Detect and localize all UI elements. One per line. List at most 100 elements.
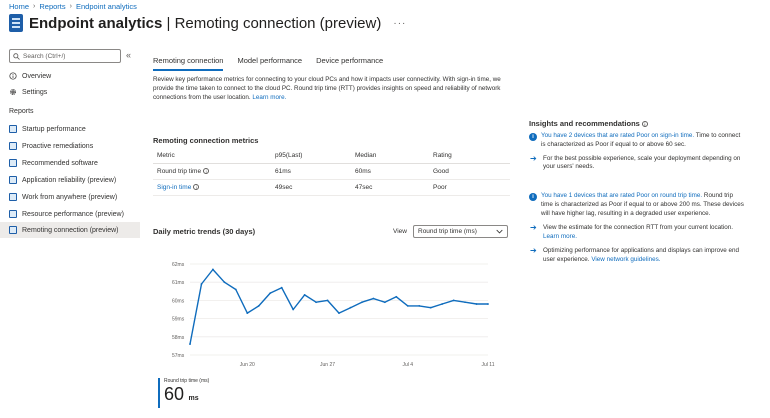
data-point[interactable] xyxy=(315,301,317,304)
data-point[interactable] xyxy=(395,295,398,298)
rtt-trend-chart: 62ms 61ms 60ms 59ms 58ms 57ms Jun 20 Jun 27 Jul … xyxy=(172,262,495,368)
reports-section-label: Reports xyxy=(9,108,34,115)
data-point[interactable] xyxy=(326,299,329,302)
view-dropdown[interactable]: Round trip time (ms) xyxy=(413,225,508,238)
data-point[interactable] xyxy=(223,281,226,284)
arrow-right-icon: ➔ xyxy=(530,223,537,233)
y-tick-label: 58ms xyxy=(172,335,185,341)
chevron-down-icon xyxy=(496,229,503,234)
sidebar-item-application-reliability[interactable]: Application reliability (preview) xyxy=(0,172,140,188)
info-icon[interactable]: i xyxy=(641,121,648,128)
y-tick-label: 57ms xyxy=(172,353,185,359)
search-input[interactable] xyxy=(23,52,113,60)
info-icon xyxy=(9,72,17,80)
chevron-right-icon: › xyxy=(33,3,36,10)
info-icon[interactable]: i xyxy=(193,183,200,190)
network-guidelines-link[interactable]: View network guidelines. xyxy=(591,255,661,263)
page-title: Endpoint analytics | Remoting connection… xyxy=(29,14,382,32)
median-cell: 47sec xyxy=(351,179,429,196)
report-tabs: Remoting connection Model performance De… xyxy=(153,56,383,71)
breadcrumb: Home › Reports › Endpoint analytics xyxy=(9,2,137,11)
data-point[interactable] xyxy=(464,301,466,304)
data-point[interactable] xyxy=(257,304,260,307)
table-row: Round trip time i 61ms 60ms Good xyxy=(153,163,510,180)
y-tick-label: 61ms xyxy=(172,280,185,286)
sidebar-item-proactive-remediations[interactable]: Proactive remediations xyxy=(0,138,140,154)
search-box[interactable] xyxy=(9,49,121,63)
sidebar-item-resource-performance[interactable]: Resource performance (preview) xyxy=(0,206,140,222)
data-point[interactable] xyxy=(338,312,340,315)
search-icon xyxy=(13,52,20,60)
data-point[interactable] xyxy=(429,306,432,309)
sidebar-item-recommended-software[interactable]: Recommended software xyxy=(0,155,140,171)
data-point[interactable] xyxy=(234,288,237,291)
insight-card: i You have 1 devices that are rated Poor… xyxy=(529,192,744,263)
data-point[interactable] xyxy=(269,292,272,295)
report-icon xyxy=(9,125,17,133)
collapse-sidebar-button[interactable]: « xyxy=(126,50,132,60)
data-point[interactable] xyxy=(361,301,363,304)
sidebar: « Overview Settings Reports Startup perf… xyxy=(0,44,140,418)
sidebar-item-remoting-connection[interactable]: Remoting connection (preview) xyxy=(0,222,140,238)
report-icon xyxy=(9,226,17,234)
report-icon xyxy=(9,176,17,184)
table-row: Sign-in time i 49sec 47sec Poor xyxy=(153,179,510,196)
column-header: Metric xyxy=(153,148,271,164)
rating-cell: Poor xyxy=(429,179,510,196)
tab-remoting-connection[interactable]: Remoting connection xyxy=(153,56,224,71)
sidebar-item-startup-performance[interactable]: Startup performance xyxy=(0,121,140,137)
column-header: p95(Last) xyxy=(271,148,351,164)
sidebar-item-overview[interactable]: Overview xyxy=(0,68,140,84)
sign-in-time-link[interactable]: Sign-in time xyxy=(157,183,192,191)
series-line xyxy=(189,268,488,345)
y-tick-label: 59ms xyxy=(172,317,185,323)
insight-link[interactable]: You have 2 devices that are rated Poor o… xyxy=(541,132,695,139)
data-point[interactable] xyxy=(418,304,421,307)
report-icon xyxy=(9,193,17,201)
data-point[interactable] xyxy=(200,283,203,285)
recommendation: ➔ View the estimate for the connection R… xyxy=(530,223,734,241)
x-tick-label: Jun 27 xyxy=(320,362,335,368)
report-description: Review key performance metrics for conne… xyxy=(153,76,501,102)
sidebar-item-label: Proactive remediations xyxy=(22,142,94,150)
info-icon[interactable]: i xyxy=(203,167,210,174)
insight-link[interactable]: You have 1 devices that are rated Poor o… xyxy=(541,192,703,199)
info-icon: i xyxy=(529,133,537,141)
sidebar-item-label: Work from anywhere (preview) xyxy=(22,193,118,201)
info-icon: i xyxy=(529,193,537,201)
page-header: Endpoint analytics | Remoting connection… xyxy=(9,14,406,32)
sidebar-item-label: Startup performance xyxy=(22,125,86,133)
breadcrumb-reports[interactable]: Reports xyxy=(39,2,66,11)
data-point[interactable] xyxy=(246,312,249,315)
trends-title: Daily metric trends (30 days) xyxy=(153,227,256,236)
sidebar-item-settings[interactable]: Settings xyxy=(0,84,140,100)
data-point[interactable] xyxy=(189,343,191,345)
data-point[interactable] xyxy=(303,294,306,296)
table-header-row: Metric p95(Last) Median Rating xyxy=(153,148,510,164)
data-point[interactable] xyxy=(383,301,386,304)
data-point[interactable] xyxy=(452,299,455,302)
sidebar-item-work-from-anywhere[interactable]: Work from anywhere (preview) xyxy=(0,189,140,205)
sidebar-item-label: Settings xyxy=(22,88,48,96)
data-point[interactable] xyxy=(475,303,478,305)
tab-model-performance[interactable]: Model performance xyxy=(237,56,303,65)
median-cell: 60ms xyxy=(351,163,429,180)
tab-device-performance[interactable]: Device performance xyxy=(316,56,384,65)
rating-cell: Good xyxy=(429,163,510,180)
more-options-button[interactable]: ··· xyxy=(393,17,407,29)
data-point[interactable] xyxy=(349,306,352,309)
y-tick-label: 60ms xyxy=(172,298,185,304)
data-point[interactable] xyxy=(487,303,489,305)
data-point[interactable] xyxy=(280,286,283,289)
sidebar-item-label: Application reliability (preview) xyxy=(22,176,117,184)
x-tick-label: Jun 20 xyxy=(240,362,255,368)
learn-more-link[interactable]: Learn more. xyxy=(252,94,287,102)
breadcrumb-endpoint-analytics[interactable]: Endpoint analytics xyxy=(75,2,137,11)
data-point[interactable] xyxy=(292,308,295,311)
data-point[interactable] xyxy=(212,268,214,271)
data-point[interactable] xyxy=(441,303,444,305)
data-point[interactable] xyxy=(372,297,375,300)
breadcrumb-home[interactable]: Home xyxy=(9,2,30,11)
data-point[interactable] xyxy=(406,304,409,307)
learn-more-link[interactable]: Learn more. xyxy=(543,233,577,241)
